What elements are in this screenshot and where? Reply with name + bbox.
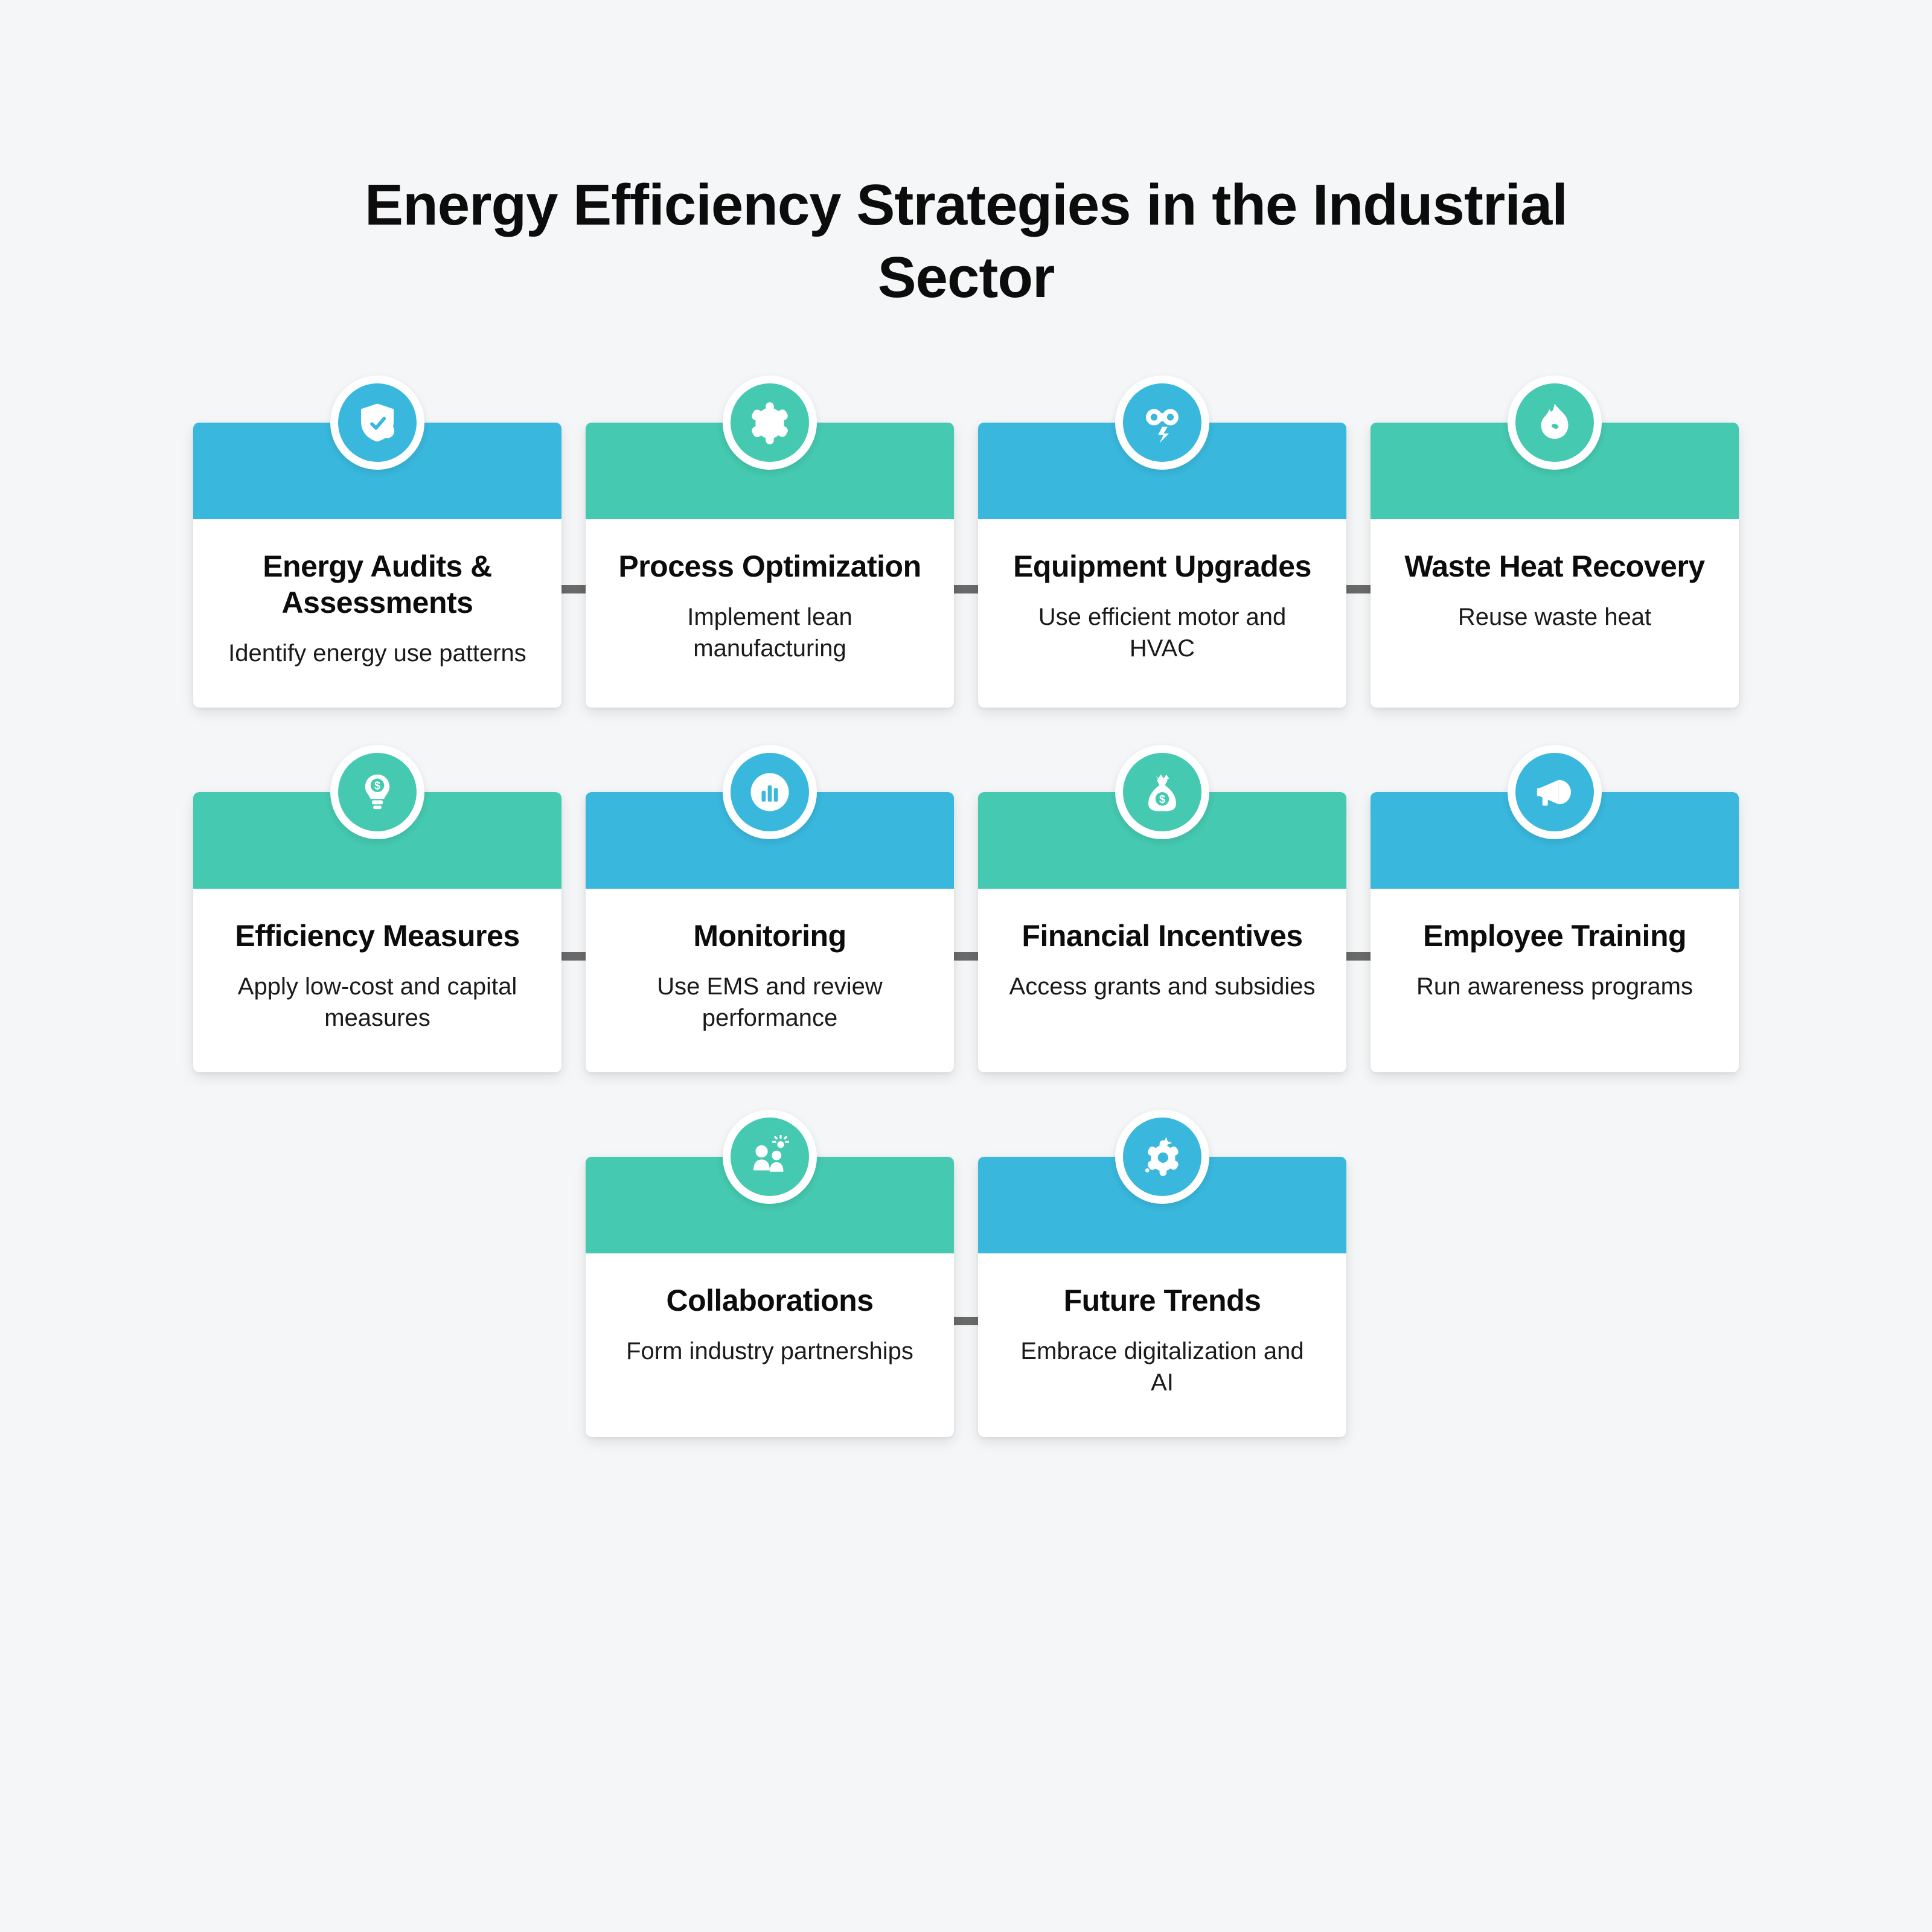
connector [954,1205,978,1437]
motor-bolt-icon [1140,401,1184,444]
card-desc: Implement lean manufacturing [615,601,925,664]
row-2: Efficiency Measures Apply low-cost and c… [193,792,1739,1072]
card-title: Future Trends [1007,1282,1317,1319]
card-process-optimization: Process Optimization Implement lean manu… [586,423,954,708]
flame-recycle-icon [1533,401,1576,444]
card-desc: Access grants and subsidies [1007,971,1317,1002]
page-title: Energy Efficiency Strategies in the Indu… [332,169,1600,314]
connector [1346,840,1371,1072]
card-financial-incentives: Financial Incentives Access grants and s… [978,792,1346,1072]
row-1: Energy Audits & Assessments Identify ene… [193,423,1739,708]
connector [954,471,978,708]
people-idea-icon [748,1135,792,1179]
card-efficiency-measures: Efficiency Measures Apply low-cost and c… [193,792,561,1072]
card-title: Financial Incentives [1007,918,1317,954]
card-desc: Use EMS and review performance [615,971,925,1034]
megaphone-icon [1533,770,1576,814]
card-title: Process Optimization [615,548,925,584]
card-desc: Use efficient motor and HVAC [1007,601,1317,664]
card-title: Employee Training [1399,918,1710,954]
card-employee-training: Employee Training Run awareness programs [1371,792,1739,1072]
card-title: Collaborations [615,1282,925,1319]
card-desc: Apply low-cost and capital measures [222,971,533,1034]
card-desc: Form industry partnerships [615,1335,925,1367]
money-bag-icon [1140,770,1184,814]
infographic-root: Energy Efficiency Strategies in the Indu… [0,0,1932,1437]
card-equipment-upgrades: Equipment Upgrades Use efficient motor a… [978,423,1346,708]
card-header [193,423,561,519]
card-monitoring: Monitoring Use EMS and review performanc… [586,792,954,1072]
icon-badge [330,376,424,470]
bar-chart-icon [748,770,792,814]
connector [954,840,978,1072]
card-title: Monitoring [615,918,925,954]
card-future-trends: Future Trends Embrace digitalization and… [978,1157,1346,1437]
card-energy-audits: Energy Audits & Assessments Identify ene… [193,423,561,708]
bulb-dollar-icon [356,770,399,814]
card-title: Equipment Upgrades [1007,548,1317,584]
connector [561,471,586,708]
gear-sparkle-icon [1140,1135,1184,1179]
card-desc: Run awareness programs [1399,971,1710,1002]
gear-icon [748,401,792,444]
card-waste-heat-recovery: Waste Heat Recovery Reuse waste heat [1371,423,1739,708]
card-title: Efficiency Measures [222,918,533,954]
card-desc: Embrace digitalization and AI [1007,1335,1317,1398]
card-collaborations: Collaborations Form industry partnership… [586,1157,954,1437]
card-desc: Reuse waste heat [1399,601,1710,633]
card-title: Waste Heat Recovery [1399,548,1710,584]
card-desc: Identify energy use patterns [222,638,533,669]
shield-check-icon [356,401,399,444]
card-title: Energy Audits & Assessments [222,548,533,621]
card-rows: Energy Audits & Assessments Identify ene… [97,423,1835,1437]
connector [1346,471,1371,708]
connector [561,840,586,1072]
row-3: Collaborations Form industry partnership… [586,1157,1346,1437]
